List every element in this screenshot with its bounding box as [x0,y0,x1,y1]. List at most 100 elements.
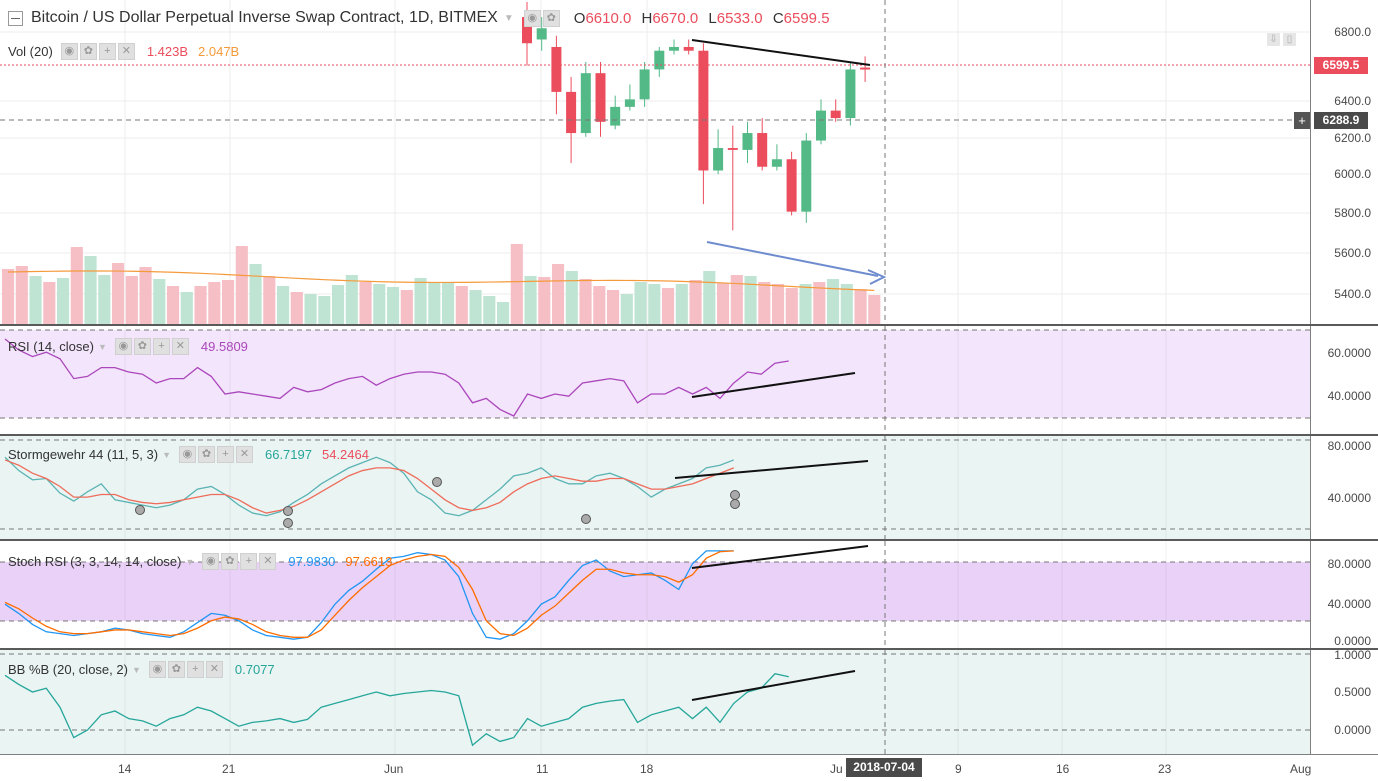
trendline [691,39,871,66]
candle-body [551,46,562,92]
chevron-down-icon[interactable]: ▼ [185,556,195,567]
gear-icon[interactable]: ✿ [221,553,239,570]
eye-icon[interactable]: ◉ [178,446,196,463]
trendline [674,460,869,479]
maximize-icon[interactable]: ▯ [1283,33,1296,46]
close-icon[interactable]: ✕ [259,553,277,570]
storm-slow-line [4,459,734,514]
chevron-down-icon[interactable]: ▼ [97,341,107,352]
price-pane[interactable]: Bitcoin / US Dollar Perpetual Inverse Sw… [0,0,1310,324]
volume-bar [29,276,42,324]
gear-icon[interactable]: ✿ [133,338,151,355]
candle-body [639,69,650,100]
stoch-axis[interactable]: 80.0000 40.0000 0.0000 [1310,541,1378,648]
crossover-marker [730,499,740,509]
eye-icon[interactable]: ◉ [202,553,220,570]
eye-icon[interactable]: ◉ [114,338,132,355]
stoch-d-line [4,550,734,638]
close-icon[interactable]: ✕ [171,338,189,355]
plus-icon[interactable]: + [240,553,258,570]
candle-body [757,133,768,167]
volume-bar [442,282,455,324]
volume-bar [813,282,826,324]
trendline [691,670,856,701]
time-axis[interactable]: 14 21 Jun 11 18 Ju 9 16 23 Aug 2018-07-0… [0,755,1311,781]
crosshair-plus-icon[interactable]: + [1294,112,1310,129]
eye-icon[interactable]: ◉ [523,9,541,27]
plus-icon[interactable]: + [98,43,116,60]
tick-label: 1.0000 [1334,648,1371,662]
candle-body [610,106,621,126]
open-label: O [573,9,586,27]
rsi-pane[interactable]: RSI (14, close) ▼ ◉ ✿ + ✕ 49.5809 [0,326,1310,434]
gear-icon[interactable]: ✿ [542,9,560,27]
candle-body [669,46,679,51]
tick-label: 40.0000 [1327,491,1371,505]
volume-bar [208,282,221,324]
close-label: C [772,9,784,27]
pane-separator[interactable] [0,648,1378,650]
collapse-icon[interactable] [8,10,23,26]
candle-body [742,133,753,150]
last-price-tag: 6599.5 [1314,57,1368,74]
crosshair-price-tag: 6288.9 [1314,112,1368,129]
chevron-down-icon[interactable]: ▼ [162,449,171,460]
stoch-chart[interactable] [0,541,1310,648]
volume-bar [538,277,551,324]
volume-bar [579,279,592,324]
tick-label: 6200.0 [1334,131,1371,145]
bb-label[interactable]: BB %B (20, close, 2) [8,662,128,677]
symbol-title[interactable]: Bitcoin / US Dollar Perpetual Inverse Sw… [31,9,498,26]
pane-separator[interactable] [0,539,1378,541]
volume-bar [730,275,743,324]
rsi-chart[interactable] [0,326,1310,434]
volume-bar [634,282,647,324]
crossover-marker [730,490,740,500]
rsi-value: 49.5809 [200,339,248,354]
time-label: 18 [640,762,654,776]
volume-bar [277,286,290,324]
plus-icon[interactable]: + [152,338,170,355]
volume-bar [648,284,661,324]
time-label: 23 [1158,762,1172,776]
trendline [691,545,869,569]
chevron-down-icon[interactable]: ▼ [131,664,141,675]
close-icon[interactable]: ✕ [205,661,223,678]
pane-separator[interactable] [0,434,1378,436]
volume-label[interactable]: Vol (20) [8,44,53,59]
bb-axis[interactable]: 1.0000 0.5000 0.0000 [1310,648,1378,754]
pane-separator[interactable] [0,324,1378,326]
gear-icon[interactable]: ✿ [79,43,97,60]
eye-icon[interactable]: ◉ [60,43,78,60]
arrow-down-icon[interactable]: ⇩ [1267,33,1280,46]
gear-icon[interactable]: ✿ [197,446,215,463]
volume-bar [15,266,28,324]
crossover-marker [432,477,442,487]
price-chart[interactable] [0,0,1310,324]
gear-icon[interactable]: ✿ [167,661,185,678]
storm-pane[interactable]: Stormgewehr 44 (11, 5, 3) ▼ ◉ ✿ + ✕ 66.7197… [0,436,1310,539]
plus-icon[interactable]: + [186,661,204,678]
chevron-down-icon[interactable]: ▼ [503,12,514,24]
bb-pane[interactable]: BB %B (20, close, 2) ▼ ◉ ✿ + ✕ 0.7077 [0,650,1310,754]
trendline [691,372,856,398]
stoch-pane[interactable]: Stoch RSI (3, 3, 14, 14, close) ▼ ◉ ✿ + ✕ 9… [0,541,1310,648]
rsi-axis[interactable]: 60.0000 40.0000 [1310,326,1378,434]
volume-bar [717,283,730,324]
candle-body [786,159,797,212]
close-icon[interactable]: ✕ [117,43,135,60]
crossover-marker [283,506,293,516]
storm-label[interactable]: Stormgewehr 44 (11, 5, 3) [8,447,159,462]
close-icon[interactable]: ✕ [235,446,253,463]
eye-icon[interactable]: ◉ [148,661,166,678]
price-axis[interactable]: 6800.0 6400.0 6200.0 6000.0 5800.0 5600.… [1310,0,1378,324]
candle-body [683,46,694,51]
volume-bar [675,284,688,324]
volume-bar [139,267,152,324]
volume-bar [235,246,248,324]
rsi-line [4,338,789,417]
plus-icon[interactable]: + [216,446,234,463]
stoch-label[interactable]: Stoch RSI (3, 3, 14, 14, close) [8,554,182,569]
storm-axis[interactable]: 80.0000 40.0000 [1310,436,1378,539]
rsi-label[interactable]: RSI (14, close) [8,339,94,354]
